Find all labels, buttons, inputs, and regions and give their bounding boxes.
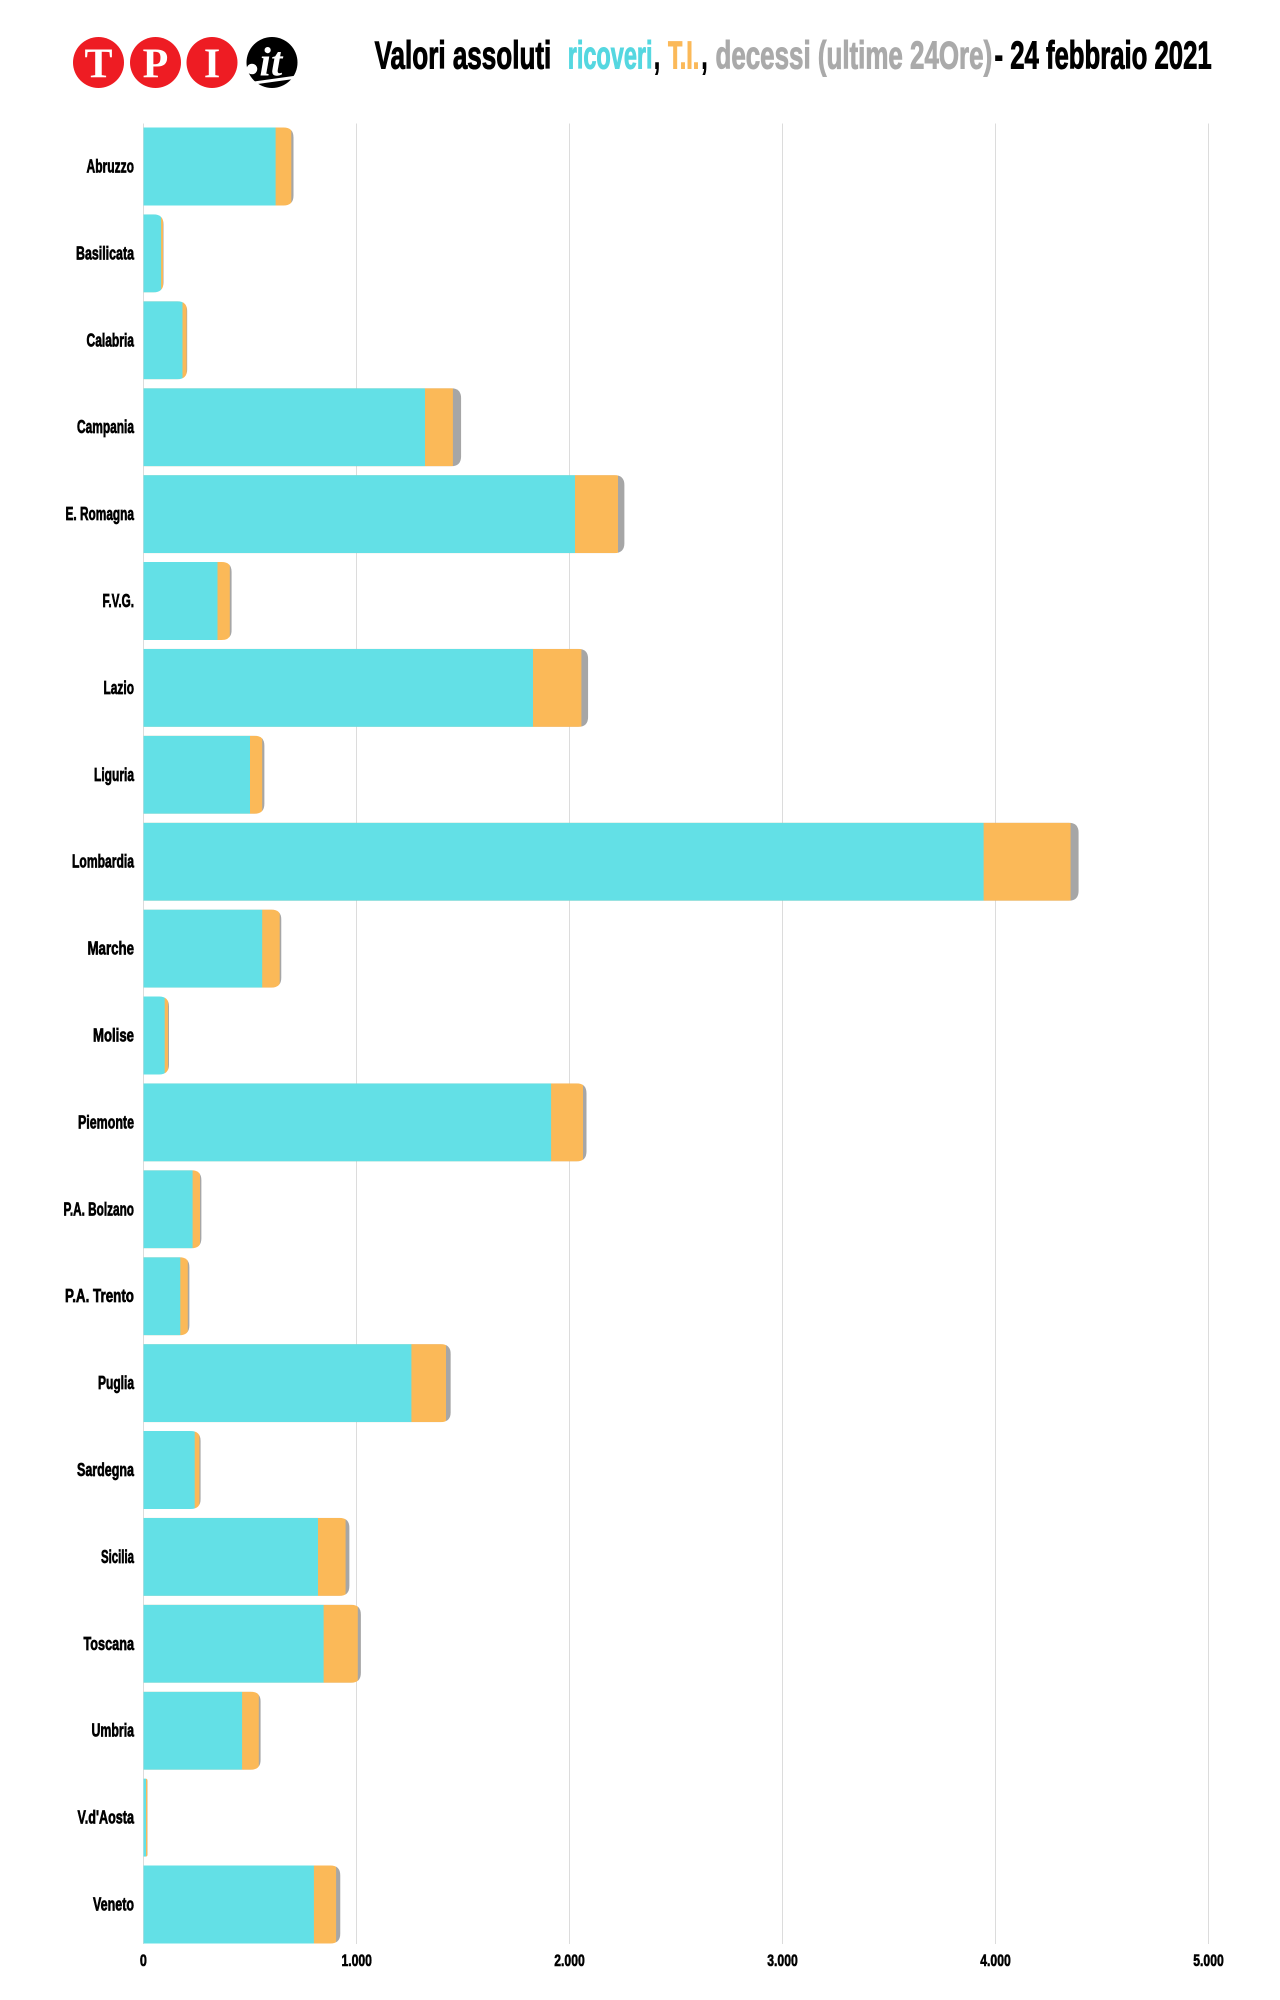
svg-text:Lazio: Lazio xyxy=(104,678,135,698)
svg-text:P: P xyxy=(143,42,169,88)
svg-text:T: T xyxy=(84,42,112,88)
svg-text:Campania: Campania xyxy=(77,417,135,437)
svg-text:P.A. Trento: P.A. Trento xyxy=(65,1286,134,1306)
svg-text:F.V.G.: F.V.G. xyxy=(103,591,135,611)
svg-text:Veneto: Veneto xyxy=(93,1895,134,1915)
svg-text:Calabria: Calabria xyxy=(87,330,135,350)
svg-text:1.000: 1.000 xyxy=(341,1951,372,1970)
svg-text:2.000: 2.000 xyxy=(554,1951,585,1970)
svg-text:Sardegna: Sardegna xyxy=(77,1460,135,1480)
svg-text:,: , xyxy=(654,35,660,78)
svg-text:- 24 febbraio 2021: - 24 febbraio 2021 xyxy=(995,35,1212,78)
svg-text:3.000: 3.000 xyxy=(767,1951,798,1970)
svg-text:it: it xyxy=(260,39,284,85)
svg-text:5.000: 5.000 xyxy=(1193,1951,1224,1970)
svg-text:Molise: Molise xyxy=(93,1026,134,1046)
svg-text:Lombardia: Lombardia xyxy=(72,852,135,872)
svg-text:,: , xyxy=(702,35,708,78)
svg-text:0: 0 xyxy=(140,1951,147,1970)
svg-text:Abruzzo: Abruzzo xyxy=(87,157,135,177)
svg-text:Puglia: Puglia xyxy=(98,1373,135,1393)
svg-text:Marche: Marche xyxy=(88,939,135,959)
svg-text:V.d'Aosta: V.d'Aosta xyxy=(78,1808,135,1828)
svg-text:4.000: 4.000 xyxy=(980,1951,1011,1970)
svg-text:Toscana: Toscana xyxy=(84,1634,135,1654)
svg-text:T.I.: T.I. xyxy=(668,35,699,78)
svg-text:decessi (ultime 24Ore): decessi (ultime 24Ore) xyxy=(716,35,993,78)
svg-text:Basilicata: Basilicata xyxy=(76,243,135,263)
svg-text:Liguria: Liguria xyxy=(94,765,135,785)
svg-text:P.A. Bolzano: P.A. Bolzano xyxy=(64,1199,135,1219)
svg-text:Valori assoluti: Valori assoluti xyxy=(375,35,552,78)
svg-text:E. Romagna: E. Romagna xyxy=(66,504,135,524)
svg-text:Sicilia: Sicilia xyxy=(101,1547,135,1567)
svg-text:Umbria: Umbria xyxy=(92,1721,135,1741)
svg-text:Piemonte: Piemonte xyxy=(78,1112,134,1132)
svg-text:ricoveri: ricoveri xyxy=(568,35,653,78)
svg-text:I: I xyxy=(204,42,220,88)
